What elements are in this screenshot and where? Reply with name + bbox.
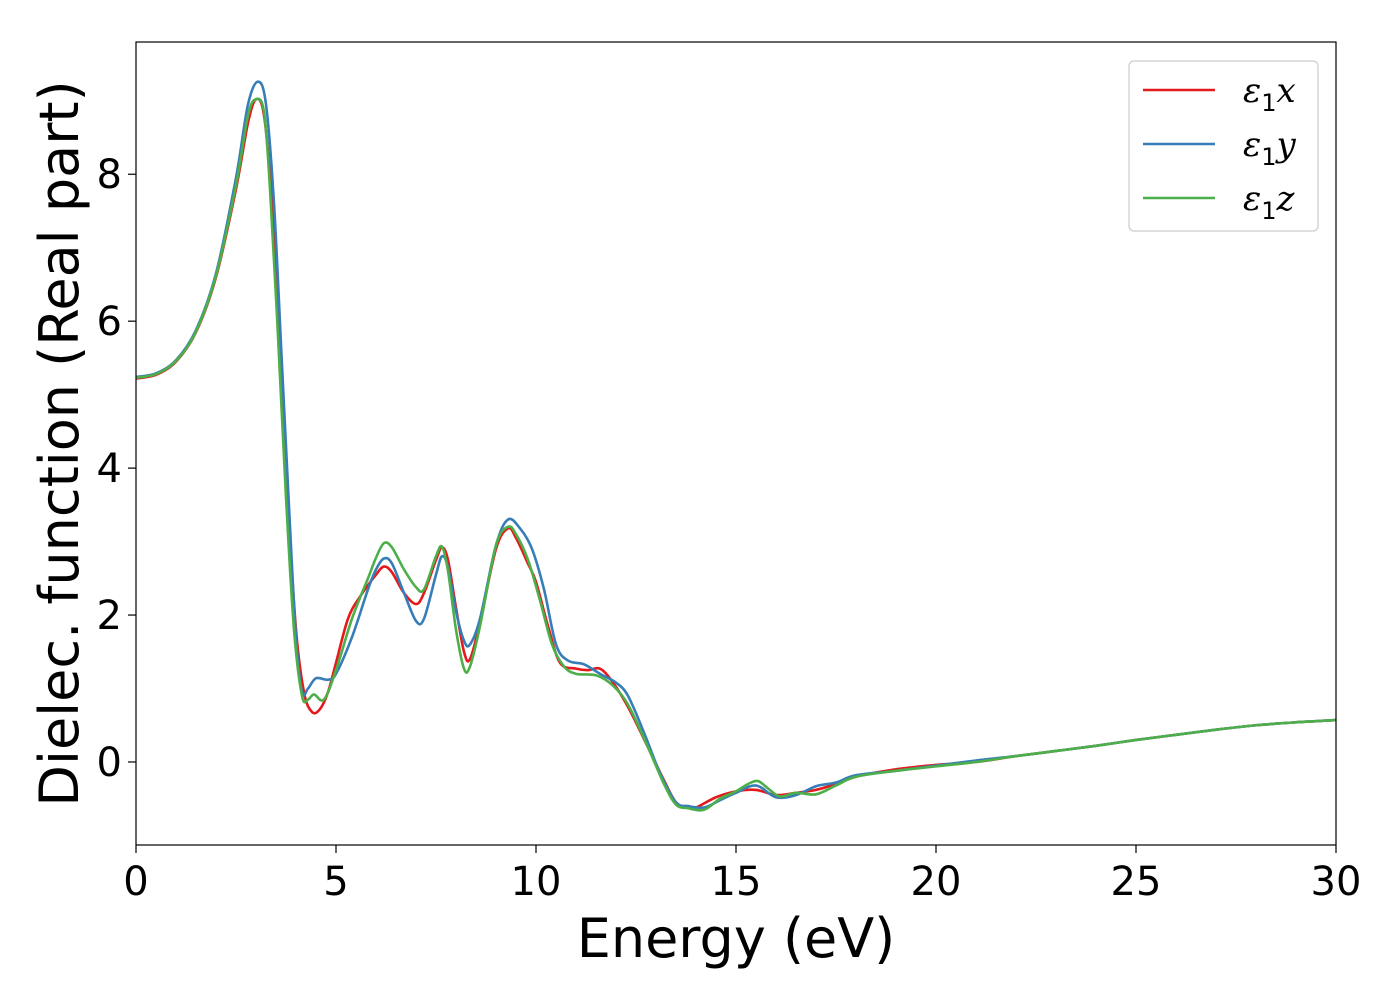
y-tick-label: 0	[97, 740, 122, 786]
legend-label-x: ε1x	[1243, 71, 1296, 117]
legend-subscript: 1	[1261, 143, 1276, 171]
legend-symbol: ε	[1243, 179, 1261, 219]
x-tick-label: 30	[1311, 859, 1362, 905]
x-tick-label: 10	[511, 859, 562, 905]
series-line-z	[135, 97, 1337, 812]
legend-component: x	[1277, 71, 1296, 111]
x-tick-label: 5	[323, 859, 348, 905]
legend-label-z: ε1z	[1243, 179, 1296, 225]
y-axis-label: Dielec. function (Real part)	[28, 80, 91, 806]
y-tick-label: 8	[97, 152, 122, 198]
legend-component: z	[1276, 179, 1296, 219]
y-tick-label: 4	[97, 446, 122, 492]
legend-label-y: ε1y	[1243, 125, 1297, 171]
legend-symbol: ε	[1243, 125, 1261, 165]
x-tick-label: 15	[711, 859, 762, 905]
legend-box	[1128, 60, 1319, 232]
y-tick-label: 6	[97, 299, 122, 345]
series-layer	[135, 80, 1337, 812]
legend-component: y	[1275, 125, 1297, 165]
y-axis-ticks: 0 2 4 6 8	[97, 152, 136, 786]
y-tick-label: 2	[97, 593, 122, 639]
legend-subscript: 1	[1261, 89, 1276, 117]
x-axis-label: Energy (eV)	[577, 907, 896, 970]
legend-subscript: 1	[1261, 197, 1276, 225]
x-axis-ticks: 0 5 10 15 20 25 30	[123, 845, 1361, 905]
legend-symbol: ε	[1243, 71, 1261, 111]
x-tick-label: 0	[123, 859, 148, 905]
x-tick-label: 20	[911, 859, 962, 905]
x-tick-label: 25	[1111, 859, 1162, 905]
